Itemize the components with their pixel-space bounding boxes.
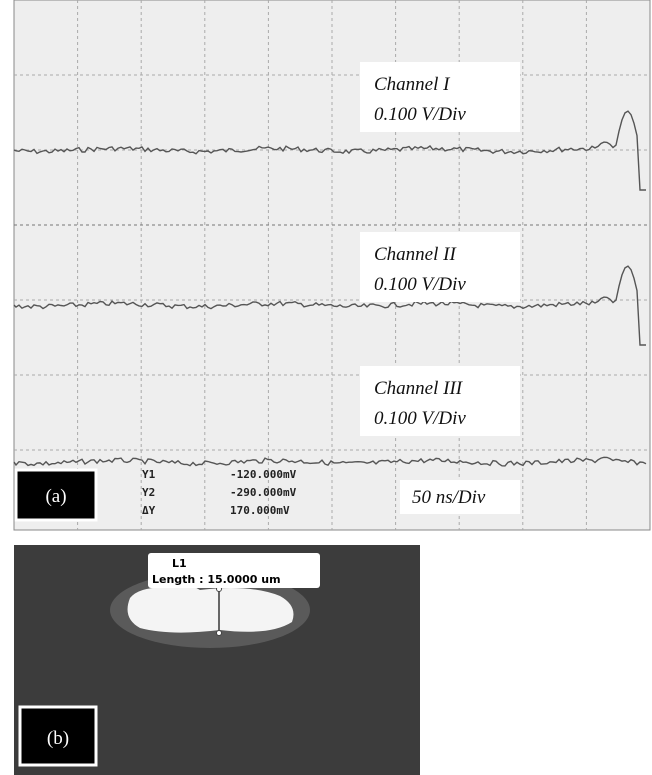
cursor-reading: -290.000mV xyxy=(230,486,297,499)
timebase: 50 ns/Div xyxy=(412,487,486,508)
channel-name: Channel II xyxy=(374,244,457,265)
measure-end xyxy=(216,630,222,636)
label-bg xyxy=(360,62,520,132)
channel-scale: 0.100 V/Div xyxy=(374,104,466,125)
waveform xyxy=(13,110,646,191)
channel-scale: 0.100 V/Div xyxy=(374,274,466,295)
channel-name: Channel III xyxy=(374,378,464,399)
cursor-name: ΔY xyxy=(142,504,156,517)
label-bg xyxy=(360,366,520,436)
cursor-name: Y1 xyxy=(142,468,156,481)
panel-label: (b) xyxy=(47,728,69,749)
cursor-reading: -120.000mV xyxy=(230,468,297,481)
spot xyxy=(127,580,294,633)
label-bg xyxy=(400,480,520,514)
measurement: Length : 15.0000 um xyxy=(152,573,281,586)
cursor-name: Y2 xyxy=(142,486,155,499)
marker-name: L1 xyxy=(172,557,187,570)
measure-box xyxy=(148,553,320,588)
waveform xyxy=(13,456,647,467)
cursor-reading: 170.000mV xyxy=(230,504,290,517)
waveform xyxy=(13,265,646,346)
channel-name: Channel I xyxy=(374,74,451,95)
panel-label: (a) xyxy=(45,486,66,507)
scope-traces xyxy=(13,110,647,467)
label-box xyxy=(18,705,98,767)
label-bg xyxy=(360,232,520,302)
channel-scale: 0.100 V/Div xyxy=(374,408,466,429)
label-box xyxy=(14,468,98,522)
